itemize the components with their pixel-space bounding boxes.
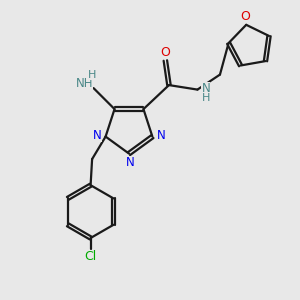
Text: N: N — [202, 82, 210, 94]
Text: N: N — [93, 129, 102, 142]
Text: H: H — [202, 93, 210, 103]
Text: NH: NH — [76, 77, 93, 90]
Text: H: H — [88, 70, 96, 80]
Text: O: O — [240, 10, 250, 23]
Text: N: N — [126, 155, 135, 169]
Text: N: N — [156, 129, 165, 142]
Text: Cl: Cl — [85, 250, 97, 263]
Text: O: O — [160, 46, 170, 59]
